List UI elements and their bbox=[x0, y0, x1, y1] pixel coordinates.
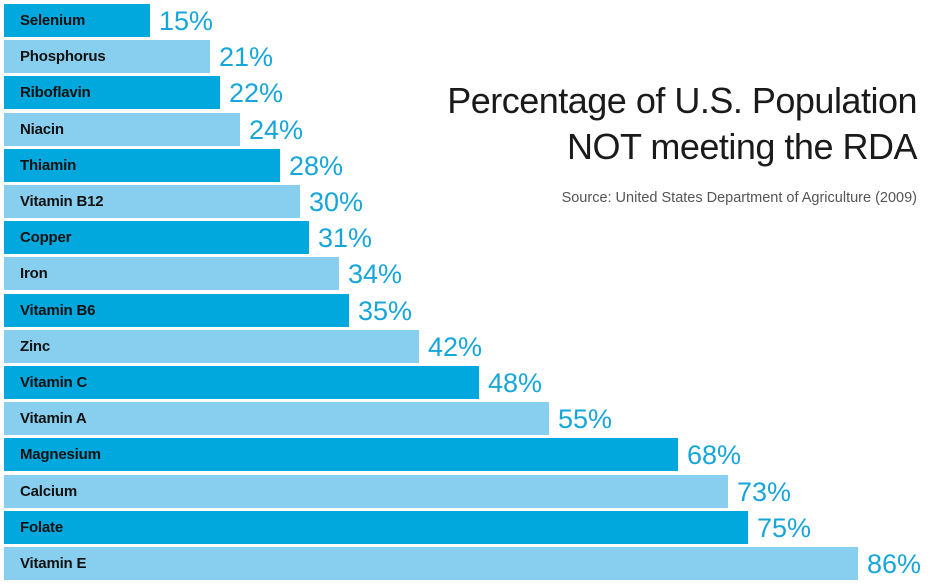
category-label: Selenium bbox=[20, 12, 86, 29]
value-label: 30% bbox=[309, 187, 364, 217]
bar: Calcium bbox=[4, 475, 728, 508]
value-label: 24% bbox=[249, 115, 304, 145]
value-label: 22% bbox=[229, 78, 284, 108]
bar: Vitamin A bbox=[4, 402, 549, 435]
bar: Vitamin B6 bbox=[4, 294, 349, 327]
bar: Selenium bbox=[4, 4, 150, 37]
category-label: Copper bbox=[20, 229, 72, 246]
bar: Folate bbox=[4, 511, 748, 544]
value-label: 68% bbox=[687, 440, 742, 470]
category-label: Vitamin C bbox=[20, 374, 88, 391]
value-label: 15% bbox=[159, 6, 214, 36]
bar: Thiamin bbox=[4, 149, 280, 182]
bar: Phosphorus bbox=[4, 40, 210, 73]
chart-title-line-1: Percentage of U.S. Population bbox=[447, 80, 917, 121]
value-label: 35% bbox=[358, 296, 413, 326]
category-label: Vitamin A bbox=[20, 410, 87, 427]
value-label: 55% bbox=[558, 404, 613, 434]
category-label: Iron bbox=[20, 265, 48, 282]
category-label: Vitamin B6 bbox=[20, 302, 96, 319]
bar: Magnesium bbox=[4, 438, 678, 471]
category-label: Vitamin E bbox=[20, 555, 87, 572]
value-label: 48% bbox=[488, 368, 543, 398]
category-label: Magnesium bbox=[20, 446, 101, 463]
bar: Niacin bbox=[4, 113, 240, 146]
value-label: 21% bbox=[219, 42, 274, 72]
value-label: 86% bbox=[867, 549, 922, 579]
chart-source: Source: United States Department of Agri… bbox=[561, 190, 917, 206]
category-label: Riboflavin bbox=[20, 84, 91, 101]
category-label: Zinc bbox=[20, 338, 51, 355]
bar: Vitamin B12 bbox=[4, 185, 300, 218]
category-label: Folate bbox=[20, 519, 63, 536]
chart-title: Percentage of U.S. Population NOT meetin… bbox=[447, 78, 917, 170]
bar: Riboflavin bbox=[4, 76, 220, 109]
value-label: 75% bbox=[757, 513, 812, 543]
chart-title-line-2: NOT meeting the RDA bbox=[567, 126, 917, 167]
value-label: 34% bbox=[348, 259, 403, 289]
bar: Zinc bbox=[4, 330, 419, 363]
category-label: Thiamin bbox=[20, 157, 77, 174]
category-label: Niacin bbox=[20, 121, 64, 138]
bar: Iron bbox=[4, 257, 339, 290]
bar: Vitamin E bbox=[4, 547, 858, 580]
value-label: 42% bbox=[428, 332, 483, 362]
category-label: Phosphorus bbox=[20, 48, 106, 65]
category-label: Calcium bbox=[20, 483, 77, 500]
bar: Copper bbox=[4, 221, 309, 254]
bar: Vitamin C bbox=[4, 366, 479, 399]
value-label: 28% bbox=[289, 151, 344, 181]
value-label: 31% bbox=[318, 223, 373, 253]
category-label: Vitamin B12 bbox=[20, 193, 104, 210]
value-label: 73% bbox=[737, 477, 792, 507]
